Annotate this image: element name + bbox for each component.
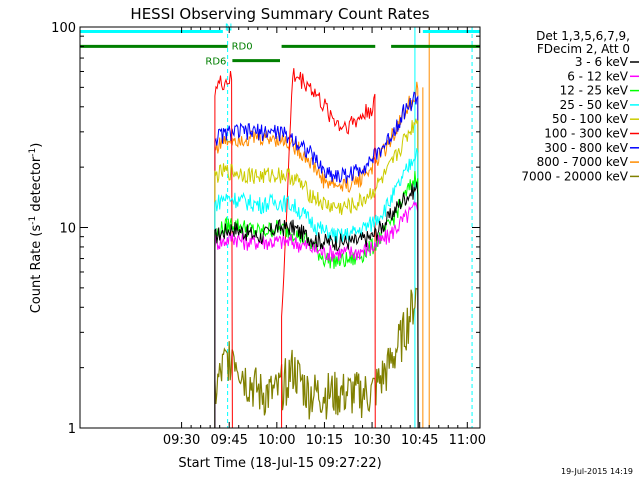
y-axis-label-mid: detector xyxy=(29,156,44,216)
x-tick-label-4: 10:15 xyxy=(306,433,343,448)
y-axis-ticks: 100 10 1 xyxy=(51,21,480,437)
state-label-rd6: RD6 xyxy=(205,57,226,68)
legend-label-2: 6 - 12 keV xyxy=(567,69,629,83)
legend: Det 1,3,5,6,7,9, FDecim 2, Att 0 3 - 6 k… xyxy=(521,29,639,183)
legend-label-3: 12 - 25 keV xyxy=(560,84,629,98)
y-tick-label-3: 1 xyxy=(68,422,76,437)
legend-label-6: 100 - 300 keV xyxy=(544,127,628,141)
state-label-n: N xyxy=(225,22,232,33)
chart-title: HESSI Observing Summary Count Rates xyxy=(130,5,429,23)
legend-label-8: 800 - 7000 keV xyxy=(537,155,629,169)
legend-label-7: 300 - 800 keV xyxy=(544,141,628,155)
series-line-red-2 xyxy=(281,68,376,429)
legend-label-1: 3 - 6 keV xyxy=(575,55,629,69)
y-axis-label-end: ) xyxy=(29,143,44,148)
y-axis-label-sup1: -1 xyxy=(28,216,38,225)
y-axis-label: Count Rate (s-1 detector-1) xyxy=(28,143,44,314)
x-tick-label-7: 11:00 xyxy=(449,433,486,448)
legend-header-1: Det 1,3,5,6,7,9, xyxy=(536,29,630,43)
y-tick-label-1: 100 xyxy=(51,21,76,36)
legend-label-9: 7000 - 20000 keV xyxy=(521,169,628,183)
series-line-5 xyxy=(214,118,419,429)
series-line-9 xyxy=(214,287,419,429)
x-axis-label: Start Time (18-Jul-15 09:27:22) xyxy=(178,456,381,471)
series-line-4 xyxy=(214,148,419,429)
series-line-2 xyxy=(214,200,419,429)
state-label-rd0: RD0 xyxy=(232,41,253,52)
y-axis-label-sup2: -1 xyxy=(28,148,38,157)
series-line-1 xyxy=(214,181,419,429)
legend-label-4: 25 - 50 keV xyxy=(560,98,629,112)
series-line-red-1 xyxy=(214,71,233,429)
series-line-7 xyxy=(214,91,419,429)
x-tick-label-1: 09:30 xyxy=(163,433,200,448)
y-axis-label-main: Count Rate (s xyxy=(29,225,44,314)
timestamp: 19-Jul-2015 14:19 xyxy=(561,467,633,476)
series-line-8 xyxy=(214,81,419,429)
x-tick-label-5: 10:30 xyxy=(353,433,390,448)
x-tick-label-2: 09:45 xyxy=(210,433,247,448)
x-tick-label-6: 10:45 xyxy=(401,433,438,448)
legend-label-5: 50 - 100 keV xyxy=(552,112,629,126)
x-tick-label-3: 10:00 xyxy=(258,433,295,448)
x-axis-ticks: 09:30 09:45 10:00 10:15 10:30 10:45 11:00 xyxy=(163,27,486,448)
y-tick-label-2: 10 xyxy=(59,222,76,237)
legend-header-2: FDecim 2, Att 0 xyxy=(537,42,630,56)
